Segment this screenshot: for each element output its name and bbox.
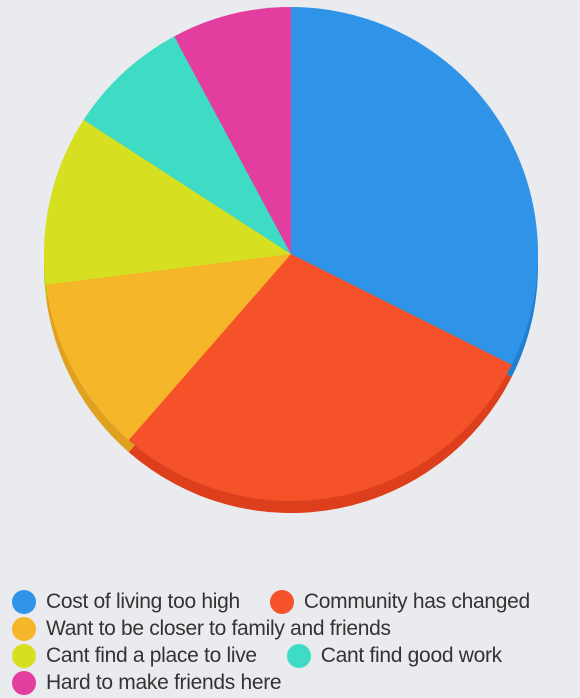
legend-swatch bbox=[12, 589, 36, 614]
pie-chart bbox=[44, 7, 538, 513]
legend-label: Cant find a place to live bbox=[46, 643, 257, 667]
legend-row: Cost of living too high Community has ch… bbox=[12, 588, 580, 615]
legend-item-cost-of-living[interactable]: Cost of living too high bbox=[12, 589, 240, 614]
legend-item-cant-find-place[interactable]: Cant find a place to live bbox=[12, 643, 257, 668]
chart-legend: Cost of living too high Community has ch… bbox=[12, 588, 580, 696]
pie-slice-cant-find-good-work[interactable] bbox=[83, 36, 291, 255]
legend-swatch bbox=[12, 643, 36, 668]
pie-slice-want-to-be-closer-to-family-and-friends[interactable] bbox=[45, 254, 291, 441]
legend-row: Hard to make friends here bbox=[12, 669, 580, 696]
legend-swatch bbox=[286, 643, 311, 668]
pie-slice-hard-to-make-friends-here[interactable] bbox=[174, 7, 291, 254]
pie-chart-svg bbox=[44, 7, 538, 513]
pie-slice-community-has-changed[interactable] bbox=[128, 254, 512, 502]
legend-item-hard-to-make-friends[interactable]: Hard to make friends here bbox=[12, 670, 282, 695]
legend-item-community-changed[interactable]: Community has changed bbox=[269, 589, 530, 614]
legend-swatch bbox=[12, 616, 36, 641]
pie-slice-cant-find-a-place-to-live[interactable] bbox=[44, 119, 291, 285]
legend-label: Want to be closer to family and friends bbox=[46, 616, 391, 640]
legend-label: Cost of living too high bbox=[46, 589, 240, 613]
legend-label: Community has changed bbox=[303, 589, 530, 613]
legend-row: Cant find a place to live Cant find good… bbox=[12, 642, 580, 669]
legend-swatch bbox=[269, 589, 294, 614]
legend-swatch bbox=[12, 670, 36, 695]
legend-row: Want to be closer to family and friends bbox=[12, 615, 580, 642]
legend-label: Hard to make friends here bbox=[46, 670, 282, 694]
pie-slice-cost-of-living-too-high[interactable] bbox=[291, 7, 538, 365]
legend-label: Cant find good work bbox=[320, 643, 502, 667]
legend-item-cant-find-work[interactable]: Cant find good work bbox=[286, 643, 502, 668]
legend-item-closer-to-family[interactable]: Want to be closer to family and friends bbox=[12, 616, 391, 641]
